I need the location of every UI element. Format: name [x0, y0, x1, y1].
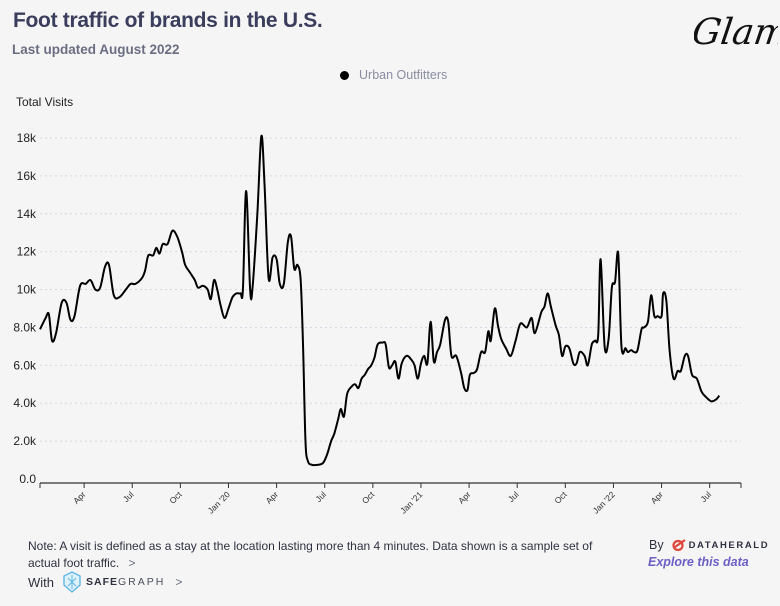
page-title: Foot traffic of brands in the U.S.: [13, 9, 323, 32]
y-tick-label: 14k: [17, 207, 37, 221]
with-label: With: [28, 574, 54, 590]
y-axis-title: Total Visits: [16, 95, 74, 109]
byline: By DATAHERALD: [649, 538, 769, 552]
footnote[interactable]: Note: A visit is defined as a stay at th…: [28, 538, 608, 572]
safegraph-logo: SAFEGRAPH: [86, 576, 165, 588]
y-tick-label: 8.0k: [13, 320, 37, 334]
x-tick-label: Apr: [649, 489, 666, 506]
y-tick-label: 2.0k: [13, 434, 37, 448]
series-line-urban-outfitters[interactable]: [39, 134, 721, 467]
y-tick-label: 6.0k: [13, 358, 37, 372]
last-updated: Last updated August 2022: [12, 42, 180, 57]
x-tick-label: Oct: [167, 489, 184, 506]
footnote-chevron-icon[interactable]: >: [128, 556, 136, 570]
x-tick-label: Jan '20: [206, 489, 232, 515]
x-tick-label: Jan '21: [398, 489, 424, 515]
safegraph-bold: SAFE: [86, 576, 119, 588]
x-tick-label: Jul: [698, 489, 713, 504]
by-label: By: [649, 538, 664, 552]
safegraph-icon: [63, 571, 81, 593]
y-tick-label: 12k: [17, 245, 37, 259]
glam-logo: Glam: [689, 6, 780, 61]
y-tick-label: 16k: [17, 169, 37, 183]
line-chart: 0.0 2.0k 4.0k 6.0k 8.0k 10k 12k 14k 16k 18k Apr Ju…: [13, 131, 742, 516]
legend-marker-icon: [340, 70, 349, 80]
y-tick-label: 4.0k: [13, 396, 37, 410]
x-tick-label: Jul: [121, 489, 136, 504]
safegraph-light: GRAPH: [118, 576, 166, 588]
chart-legend: Urban Outfitters: [340, 68, 447, 82]
x-tick-label: Apr: [264, 489, 281, 506]
x-tick-label: Oct: [552, 489, 569, 506]
source-chevron-icon[interactable]: >: [175, 575, 183, 589]
y-tick-label: 10k: [17, 283, 37, 297]
x-tick-label: Apr: [456, 489, 473, 506]
dataherald-icon: [671, 539, 686, 551]
glam-logo-text: Glam: [694, 10, 778, 53]
footnote-text: Note: A visit is defined as a stay at th…: [28, 539, 593, 570]
y-tick-label: 18k: [17, 131, 37, 145]
x-tick-label: Apr: [71, 489, 88, 506]
x-axis: Apr Jul Oct Jan '20 Apr Jul Oct Jan '21 Apr Jul Oc…: [39, 482, 742, 516]
x-tick-label: Jul: [313, 489, 328, 504]
legend-label[interactable]: Urban Outfitters: [359, 68, 448, 82]
x-tick-label: Oct: [360, 489, 377, 506]
explore-data-link[interactable]: Explore this data: [648, 555, 749, 569]
x-tick-label: Jan '22: [591, 489, 617, 515]
y-axis-ticks: 0.0 2.0k 4.0k 6.0k 8.0k 10k 12k 14k 16k 18k: [13, 131, 37, 486]
data-source[interactable]: With SAFEGRAPH >: [28, 571, 182, 593]
y-tick-label: 0.0: [19, 472, 36, 486]
dataherald-logo: DATAHERALD: [688, 539, 770, 551]
x-tick-label: Jul: [506, 489, 521, 504]
gridlines: [40, 137, 741, 442]
